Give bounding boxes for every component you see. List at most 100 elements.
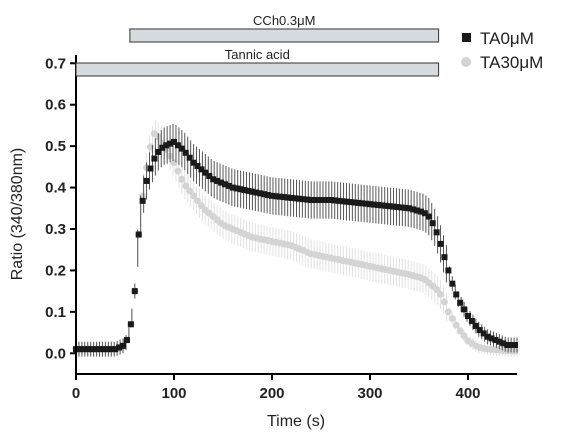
data-point	[449, 280, 456, 287]
legend-label-ta0: TA0μM	[480, 29, 534, 48]
data-point	[104, 346, 111, 353]
data-point	[402, 204, 409, 211]
data-point	[406, 205, 413, 212]
series-ta30	[72, 120, 519, 358]
y-tick-label: 0.0	[45, 345, 66, 362]
data-point	[210, 176, 217, 183]
series-ta0	[73, 123, 519, 357]
data-point	[292, 195, 299, 202]
data-point	[359, 200, 366, 207]
x-tick-label: 300	[357, 385, 382, 402]
data-point	[288, 194, 295, 201]
data-point	[437, 290, 445, 298]
data-point	[147, 165, 154, 172]
data-point	[461, 306, 468, 313]
y-axis-title: Ratio (340/380nm)	[9, 148, 26, 281]
data-point	[390, 203, 397, 210]
data-point	[206, 172, 213, 179]
data-point	[410, 206, 417, 213]
data-point	[492, 337, 499, 344]
data-point	[445, 267, 452, 274]
data-point	[472, 322, 479, 329]
data-point	[202, 169, 209, 176]
x-tick-label: 0	[72, 385, 80, 402]
data-point	[480, 330, 487, 337]
treatment-bar-label: Tannic acid	[225, 47, 290, 62]
data-point	[116, 344, 123, 351]
y-tick-label: 0.7	[45, 55, 66, 72]
x-tick-label: 100	[161, 385, 186, 402]
data-point	[120, 342, 127, 349]
x-tick-label: 400	[455, 385, 480, 402]
data-point	[182, 149, 189, 156]
data-point	[245, 187, 252, 194]
data-point	[163, 142, 170, 149]
data-point	[257, 190, 264, 197]
data-point	[214, 177, 221, 184]
y-tick-label: 0.3	[45, 221, 66, 238]
data-point	[425, 213, 432, 220]
x-axis-title: Time (s)	[267, 413, 325, 430]
data-point	[453, 291, 460, 298]
data-point	[186, 154, 193, 161]
data-point	[159, 144, 166, 151]
data-point	[174, 142, 181, 149]
data-point	[88, 346, 95, 353]
data-point	[452, 321, 460, 329]
data-point	[221, 181, 228, 188]
data-point	[296, 195, 303, 202]
data-point	[225, 182, 232, 189]
y-tick-label: 0.4	[45, 180, 67, 197]
axes	[75, 55, 517, 375]
legend: TA0μM TA30μM	[461, 29, 543, 72]
data-point	[508, 342, 515, 348]
data-point	[80, 346, 87, 353]
data-point	[233, 185, 240, 192]
data-point	[300, 196, 307, 203]
data-point	[167, 140, 174, 147]
x-tick-label: 200	[259, 385, 284, 402]
treatment-bar	[75, 62, 440, 77]
treatment-bar-label: CCh0.3μM	[253, 13, 315, 28]
data-point	[135, 231, 142, 238]
data-point	[437, 240, 444, 247]
data-point	[139, 197, 146, 204]
data-point	[178, 145, 185, 152]
data-point	[441, 254, 448, 261]
data-point	[84, 346, 91, 353]
data-point	[312, 197, 319, 203]
data-point	[500, 340, 507, 347]
data-point	[100, 346, 107, 353]
data-point	[171, 139, 177, 145]
data-point	[429, 220, 436, 227]
data-point	[182, 182, 190, 190]
data-point	[178, 175, 186, 183]
data-point	[433, 285, 441, 293]
legend-marker-ta30	[461, 57, 471, 67]
data-point	[261, 191, 268, 198]
data-point	[249, 188, 256, 195]
data-point	[269, 192, 275, 199]
data-point	[319, 197, 326, 203]
data-point	[143, 177, 150, 184]
data-point	[186, 187, 194, 195]
data-point	[218, 179, 225, 186]
data-point	[496, 338, 503, 345]
data-point	[394, 204, 401, 211]
y-tick-label: 0.6	[45, 97, 66, 114]
treatment-bar	[129, 28, 440, 43]
legend-label-ta30: TA30μM	[480, 53, 543, 72]
data-point	[363, 200, 370, 207]
data-point	[151, 155, 158, 162]
y-tick-label: 0.1	[45, 304, 66, 321]
data-point	[398, 204, 405, 211]
data-point	[229, 184, 236, 191]
data-point	[444, 308, 452, 316]
data-point	[367, 201, 373, 208]
data-point	[343, 198, 350, 205]
data-point	[131, 288, 138, 295]
data-point	[194, 163, 201, 170]
data-point	[460, 332, 468, 340]
data-point	[123, 337, 130, 344]
data-point	[456, 327, 464, 335]
